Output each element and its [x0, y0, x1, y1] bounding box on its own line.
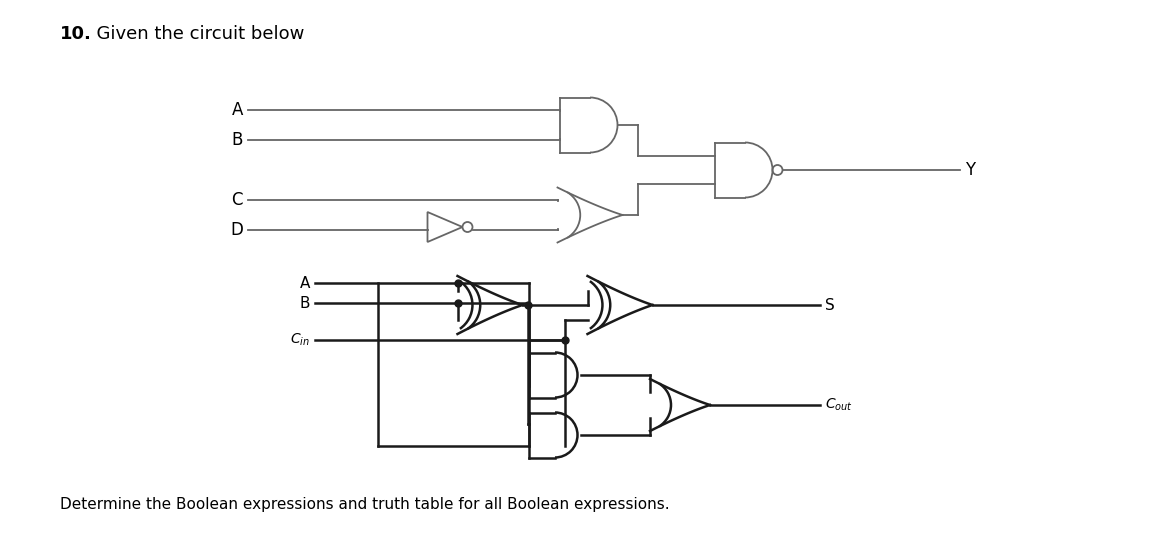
- Text: Given the circuit below: Given the circuit below: [85, 25, 304, 43]
- Text: S: S: [825, 298, 834, 313]
- Text: Determine the Boolean expressions and truth table for all Boolean expressions.: Determine the Boolean expressions and tr…: [60, 497, 669, 512]
- Text: 10.: 10.: [60, 25, 92, 43]
- Text: D: D: [230, 221, 243, 239]
- Text: Y: Y: [965, 161, 975, 179]
- Text: $C_{in}$: $C_{in}$: [290, 332, 310, 348]
- Text: B: B: [232, 131, 243, 149]
- Text: C: C: [232, 191, 243, 209]
- Text: A: A: [232, 101, 243, 119]
- Text: B: B: [300, 295, 310, 310]
- Text: $C_{out}$: $C_{out}$: [825, 397, 853, 413]
- Text: A: A: [300, 275, 310, 291]
